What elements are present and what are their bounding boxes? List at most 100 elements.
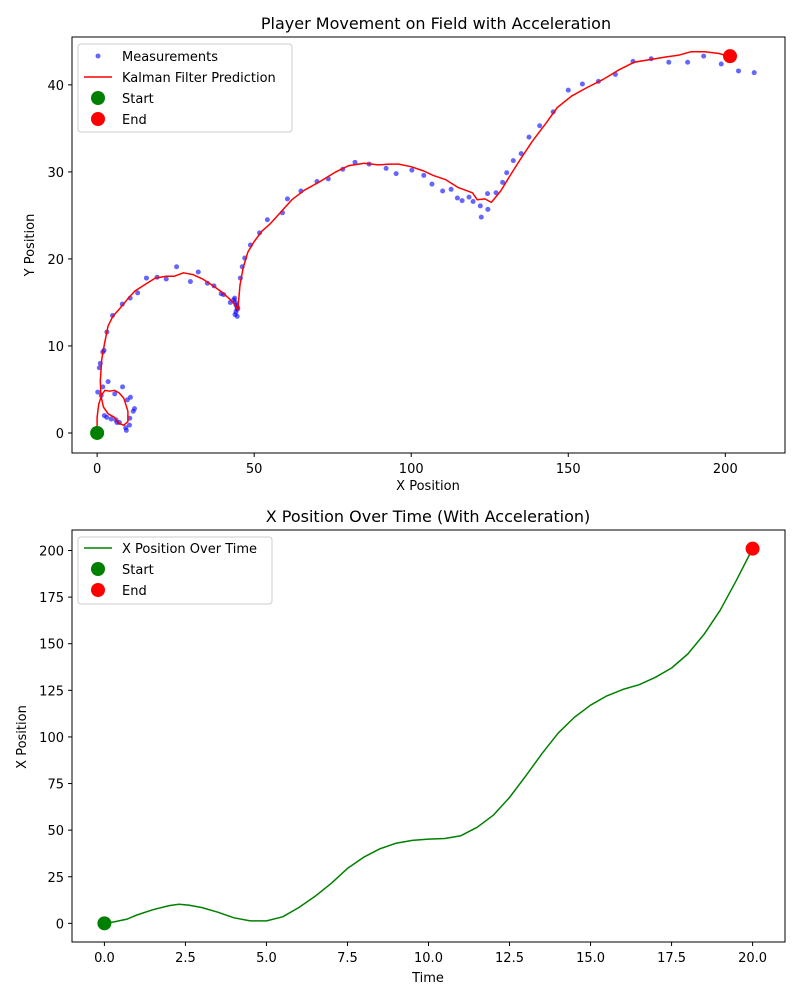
chart1-frame <box>71 36 786 454</box>
measurement-point <box>459 198 465 204</box>
chart1-ytick-label: 0 <box>56 427 64 442</box>
chart2-ytick-label: 25 <box>47 871 64 886</box>
chart2-xtick-label: 17.5 <box>657 951 686 966</box>
legend-start-marker <box>91 91 105 105</box>
measurement-point <box>143 275 149 281</box>
legend-measurements-marker <box>95 53 101 59</box>
chart1-ticks: 0 50 100 150 200 0 10 20 30 40 <box>47 79 737 477</box>
legend-start: Start <box>122 92 154 107</box>
measurement-point <box>504 170 510 176</box>
measurement-point <box>100 384 106 390</box>
chart2-xtick-label: 12.5 <box>495 951 524 966</box>
chart2-ytick-label: 100 <box>39 731 64 746</box>
measurement-point <box>537 123 543 129</box>
measurement-point <box>163 276 169 282</box>
chart1-legend: Measurements Kalman Filter Prediction St… <box>77 43 293 133</box>
measurement-point <box>135 290 141 296</box>
measurement-point <box>477 203 483 209</box>
legend-kalman: Kalman Filter Prediction <box>122 71 276 86</box>
measurement-point <box>685 59 691 65</box>
measurement-point <box>448 186 454 192</box>
legend-end-marker <box>91 112 105 126</box>
measurement-point <box>510 158 516 164</box>
legend-end: End <box>122 113 147 128</box>
measurement-point <box>174 264 180 270</box>
chart2-xtick-label: 10.0 <box>414 951 443 966</box>
chart1-ylabel: Y Position <box>23 214 38 278</box>
measurement-point <box>132 406 138 412</box>
measurement-point <box>579 81 585 87</box>
measurement-point <box>127 394 133 400</box>
measurement-point <box>187 279 193 285</box>
measurement-point <box>454 195 460 201</box>
kalman-prediction-line <box>96 51 732 433</box>
chart1-ytick-label: 40 <box>47 79 64 94</box>
measurement-point <box>393 171 399 177</box>
measurement-point <box>666 59 672 65</box>
measurement-point <box>751 70 757 76</box>
chart1-legend-box <box>77 43 293 133</box>
measurement-point <box>195 269 201 275</box>
measurement-point <box>485 206 491 212</box>
chart2-title: X Position Over Time (With Acceleration) <box>266 507 591 526</box>
measurement-point <box>485 191 491 197</box>
measurement-point <box>470 198 476 204</box>
legend-xtime: X Position Over Time <box>122 542 257 557</box>
measurement-point <box>429 181 435 187</box>
chart-player-movement: Player Movement on Field with Accelerati… <box>23 14 786 494</box>
legend2-end: End <box>122 584 147 599</box>
chart1-xtick-label: 200 <box>713 462 738 477</box>
legend2-end-marker <box>91 583 105 597</box>
measurement-point <box>112 391 118 397</box>
chart1-ytick-label: 10 <box>47 340 64 355</box>
chart2-ytick-label: 150 <box>39 638 64 653</box>
measurement-point <box>440 188 446 194</box>
chart1-data-layer <box>90 49 757 440</box>
chart1-xtick-label: 50 <box>246 462 263 477</box>
end-marker <box>723 49 738 64</box>
measurement-point <box>526 134 532 140</box>
start-marker <box>97 916 112 931</box>
measurement-point <box>500 179 506 185</box>
measurement-point <box>108 416 114 422</box>
chart1-title: Player Movement on Field with Accelerati… <box>261 14 611 33</box>
chart2-ticks: 0.0 2.5 5.0 7.5 10.0 12.5 15.0 17.5 20.0 0 25 50 75 1… <box>39 545 767 966</box>
measurement-point <box>352 159 358 165</box>
measurement-point <box>409 167 415 173</box>
chart2-xtick-label: 20.0 <box>738 951 767 966</box>
legend2-start-marker <box>91 562 105 576</box>
measurement-point <box>126 422 132 428</box>
measurement-point <box>232 295 238 301</box>
measurement-point <box>478 214 484 220</box>
chart2-xlabel: Time <box>411 971 444 986</box>
chart2-ytick-label: 0 <box>56 917 64 932</box>
chart2-xtick-label: 7.5 <box>337 951 358 966</box>
measurement-point <box>701 53 707 59</box>
x-position-line <box>104 548 754 925</box>
chart1-xtick-label: 150 <box>556 462 581 477</box>
measurement-point <box>264 217 270 223</box>
measurement-point <box>565 87 571 93</box>
end-marker <box>745 541 760 556</box>
measurement-point <box>123 427 129 433</box>
chart2-ytick-label: 50 <box>47 824 64 839</box>
measurement-point <box>421 172 427 178</box>
measurement-point <box>284 196 290 202</box>
chart2-legend: X Position Over Time Start End <box>77 536 273 605</box>
chart1-ytick-label: 30 <box>47 166 64 181</box>
chart2-xtick-label: 2.5 <box>175 951 196 966</box>
chart2-xtick-label: 0.0 <box>94 951 115 966</box>
chart-x-over-time: X Position Over Time (With Acceleration)… <box>15 507 786 986</box>
measurement-point <box>120 384 126 390</box>
chart1-xtick-label: 0 <box>93 462 101 477</box>
measurement-point <box>383 165 389 171</box>
chart1-xlabel: X Position <box>396 479 460 494</box>
chart2-ytick-label: 75 <box>47 778 64 793</box>
chart2-data-layer <box>97 541 760 931</box>
chart2-ytick-label: 125 <box>39 684 64 699</box>
chart2-legend-box <box>77 536 273 605</box>
measurement-point <box>718 61 724 67</box>
legend-measurements: Measurements <box>122 50 218 65</box>
legend2-start: Start <box>122 563 154 578</box>
